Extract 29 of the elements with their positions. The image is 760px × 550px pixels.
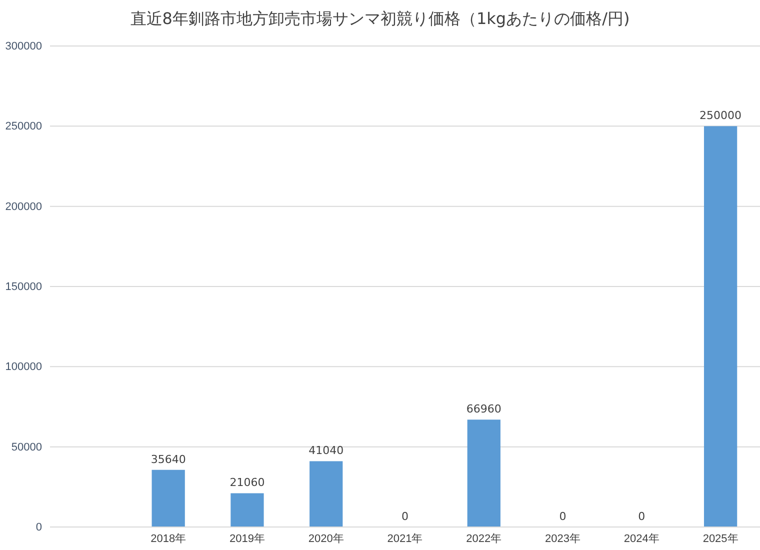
- y-tick-label: 150000: [5, 281, 42, 294]
- x-tick-label: 2022年: [466, 532, 502, 545]
- chart-title: 直近8年釧路市地方卸売市場サンマ初競り価格（1kgあたりの価格/円): [130, 9, 630, 28]
- x-tick-label: 2018年: [150, 532, 186, 545]
- data-label: 0: [559, 510, 566, 523]
- y-tick-label: 300000: [5, 40, 42, 53]
- y-tick-label: 0: [36, 522, 42, 534]
- x-tick-label: 2024年: [624, 532, 660, 545]
- bar: [704, 126, 738, 527]
- y-tick-label: 250000: [5, 120, 42, 133]
- x-tick-label: 2023年: [545, 532, 581, 545]
- x-tick-label: 2020年: [308, 532, 344, 545]
- x-tick-label: 2021年: [387, 532, 423, 545]
- y-tick-label: 50000: [11, 441, 42, 454]
- bar: [152, 470, 185, 527]
- data-label: 0: [402, 510, 408, 523]
- data-label: 250000: [700, 109, 742, 122]
- x-tick-label: 2019年: [229, 532, 265, 545]
- data-label: 35640: [150, 452, 186, 466]
- y-tick-label: 200000: [5, 200, 42, 213]
- bar: [230, 493, 264, 527]
- data-label: 0: [638, 510, 646, 523]
- x-tick-label: 2025年: [702, 532, 738, 545]
- data-label: 41040: [308, 444, 344, 458]
- data-label: 21060: [230, 476, 265, 490]
- bar: [310, 461, 343, 527]
- data-label: 66960: [466, 402, 502, 416]
- bar: [467, 420, 500, 527]
- y-tick-label: 100000: [5, 361, 42, 374]
